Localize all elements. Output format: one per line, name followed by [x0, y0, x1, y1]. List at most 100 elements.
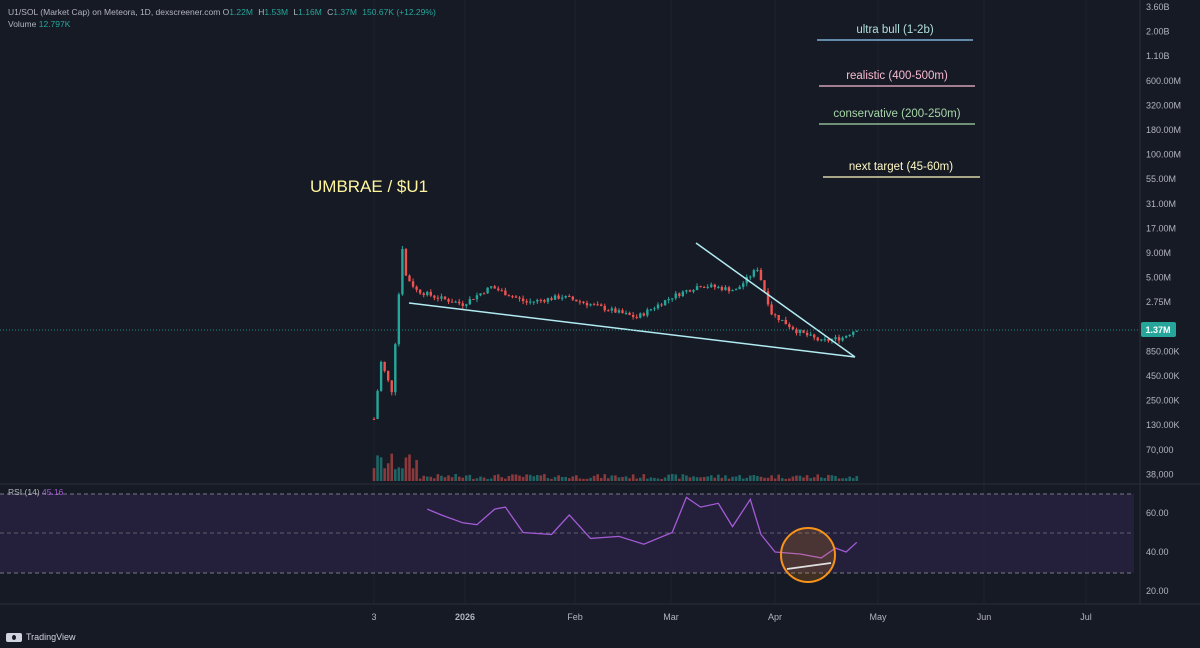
candle-body [592, 304, 596, 306]
candle-body [486, 287, 489, 294]
volume-bar [603, 474, 607, 481]
price-tick-label[interactable]: 320.00M [1146, 100, 1181, 110]
volume-bar [418, 478, 422, 481]
upper-trendline[interactable] [695, 242, 856, 358]
time-tick-label[interactable]: Feb [567, 612, 583, 622]
price-tick-label[interactable]: 2.75M [1146, 297, 1171, 307]
target-label: realistic (400-500m) [846, 70, 948, 82]
volume-bar [599, 477, 603, 481]
price-tick-label[interactable]: 130.00K [1146, 420, 1180, 430]
lower-trendline[interactable] [408, 302, 856, 358]
tradingview-logo[interactable]: TradingView [6, 630, 76, 644]
candle-body [596, 304, 599, 306]
rsi-highlight-circle[interactable] [780, 527, 836, 583]
candle-body [653, 308, 656, 310]
volume-label[interactable]: Volume [8, 19, 37, 29]
candle-body [813, 334, 816, 338]
rsi-label[interactable]: RSI (14) [8, 487, 40, 497]
candle-body [816, 337, 819, 341]
time-tick-label[interactable]: 3 [371, 612, 376, 622]
rsi-support-line[interactable] [786, 562, 832, 570]
price-tick-label[interactable]: 17.00M [1146, 223, 1176, 233]
candle-body [671, 298, 674, 300]
candle-body [557, 295, 560, 299]
price-tick-label[interactable]: 600.00M [1146, 76, 1181, 86]
price-tick-label[interactable]: 250.00K [1146, 396, 1180, 406]
price-axis-labels[interactable]: 3.60B 2.00B 1.10B 600.00M 320.00M 180.00M 100.… [1146, 2, 1181, 479]
chart-title: UMBRAE / $U1 [310, 177, 428, 196]
candle-body [631, 314, 635, 318]
rsi-tick-label[interactable]: 60.00 [1146, 508, 1169, 518]
price-tick-label[interactable]: 9.00M [1146, 248, 1171, 258]
volume-bar [788, 478, 791, 481]
candle-body [479, 293, 482, 296]
candle-body [834, 337, 837, 340]
candle-body [844, 335, 848, 338]
time-axis-labels[interactable]: 3 2026 Feb Mar Apr May Jun Jul [371, 612, 1091, 622]
volume-bar [802, 477, 805, 481]
time-tick-label[interactable]: May [869, 612, 887, 622]
wedge-trendlines[interactable] [408, 242, 856, 358]
change-value: 150.67K (+12.29%) [362, 7, 436, 17]
time-tick-label[interactable]: Jul [1080, 612, 1092, 622]
rsi-tick-label[interactable]: 40.00 [1146, 547, 1169, 557]
volume-bar [709, 475, 713, 481]
price-tick-label[interactable]: 2.00B [1146, 27, 1170, 37]
price-tick-label[interactable]: 5.00M [1146, 273, 1171, 283]
volume-bar [830, 475, 834, 481]
volume-bar [546, 478, 550, 481]
volume-bar [394, 469, 397, 481]
price-tick-label[interactable]: 180.00M [1146, 125, 1181, 135]
price-tick-label[interactable]: 1.10B [1146, 51, 1170, 61]
price-tick-label[interactable]: 70,000 [1146, 445, 1174, 455]
candle-body [731, 290, 734, 292]
candle-body [482, 293, 486, 295]
volume-bar [575, 475, 578, 481]
candle-body [763, 280, 766, 292]
candle-body [660, 304, 663, 306]
rsi-tick-label[interactable]: 20.00 [1146, 586, 1169, 596]
volume-bar [699, 477, 702, 481]
candle-body [447, 299, 450, 302]
candle-body [855, 330, 858, 332]
candle-body [372, 418, 376, 420]
candle-body [436, 297, 440, 299]
volume-bar [695, 477, 699, 481]
rsi-axis-labels[interactable]: 60.00 40.00 20.00 [1146, 508, 1169, 596]
volume-bar [468, 474, 472, 481]
volume-bar [841, 478, 844, 481]
candle-body [756, 269, 759, 271]
price-tick-label[interactable]: 450.00K [1146, 371, 1180, 381]
candle-body [617, 310, 621, 313]
time-tick-label[interactable]: 2026 [455, 612, 475, 622]
price-tick-label[interactable]: 3.60B [1146, 2, 1170, 12]
price-tick-label[interactable]: 38,000 [1146, 469, 1174, 479]
volume-bar [454, 474, 457, 481]
candle-body [546, 298, 550, 302]
symbol-name[interactable]: U1/SOL (Market Cap) on Meteora, 1D, dexs… [8, 7, 221, 17]
volume-bar [557, 475, 560, 481]
price-tick-label[interactable]: 55.00M [1146, 174, 1176, 184]
candle-body [578, 301, 582, 303]
candle-body [699, 286, 702, 288]
time-tick-label[interactable]: Jun [977, 612, 992, 622]
volume-bar [390, 453, 394, 481]
candle-body [376, 390, 379, 419]
price-tick-label[interactable]: 31.00M [1146, 199, 1176, 209]
volume-bar [791, 476, 795, 481]
low-value: 1.16M [298, 7, 322, 17]
price-tick-label[interactable]: 100.00M [1146, 150, 1181, 160]
candle-body [450, 301, 454, 303]
candle-body [397, 294, 401, 345]
price-tick-label[interactable]: 850.00K [1146, 346, 1180, 356]
time-tick-label[interactable]: Mar [663, 612, 679, 622]
volume-bar [702, 476, 706, 481]
volume-bar [567, 478, 571, 481]
time-tick-label[interactable]: Apr [768, 612, 782, 622]
volume-bar [816, 474, 820, 481]
candle-body [536, 299, 539, 302]
candle-body [461, 303, 464, 306]
candle-body [468, 298, 472, 305]
volume-bar [425, 476, 429, 481]
